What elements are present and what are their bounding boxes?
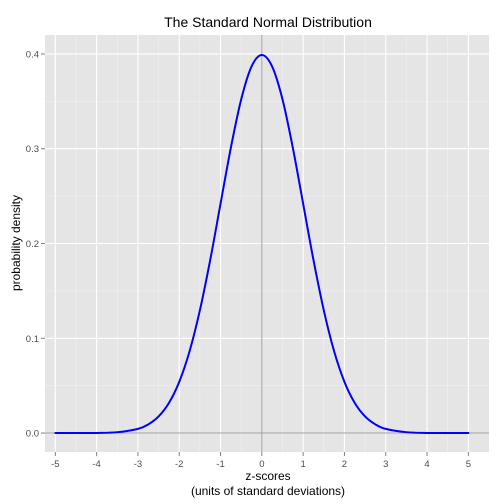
x-tick-label: 2 [342, 459, 347, 470]
x-axis-title-line-1: z-scores [245, 469, 290, 483]
x-axis-ticks: -5 -4 -3 -2 -1 0 1 2 3 4 5 [51, 452, 471, 470]
x-tick-label: 4 [424, 459, 429, 470]
x-tick-label: -2 [175, 459, 183, 470]
x-tick-label: -1 [216, 459, 224, 470]
chart-title: The Standard Normal Distribution [164, 14, 372, 30]
y-tick-label: 0.3 [26, 144, 39, 155]
y-axis-title: probability density [9, 195, 23, 291]
x-tick-label: -3 [134, 459, 142, 470]
x-tick-label: -5 [51, 459, 59, 470]
density-curve-line [54, 54, 470, 435]
y-tick-label: 0.4 [26, 49, 39, 60]
y-tick-label: 0.2 [26, 239, 39, 250]
x-tick-label: 3 [383, 459, 388, 470]
x-tick-label: 5 [466, 459, 471, 470]
x-tick-label: 0 [259, 459, 264, 470]
y-tick-label: 0.0 [26, 429, 39, 440]
y-tick-label: 0.1 [26, 334, 39, 345]
x-tick-label: 1 [300, 459, 305, 470]
series-layer [54, 54, 470, 435]
x-tick-label: -4 [92, 459, 100, 470]
x-axis-title-line-2: (units of standard deviations) [191, 484, 345, 498]
y-axis-ticks: 0.0 0.1 0.2 0.3 0.4 [26, 49, 45, 440]
